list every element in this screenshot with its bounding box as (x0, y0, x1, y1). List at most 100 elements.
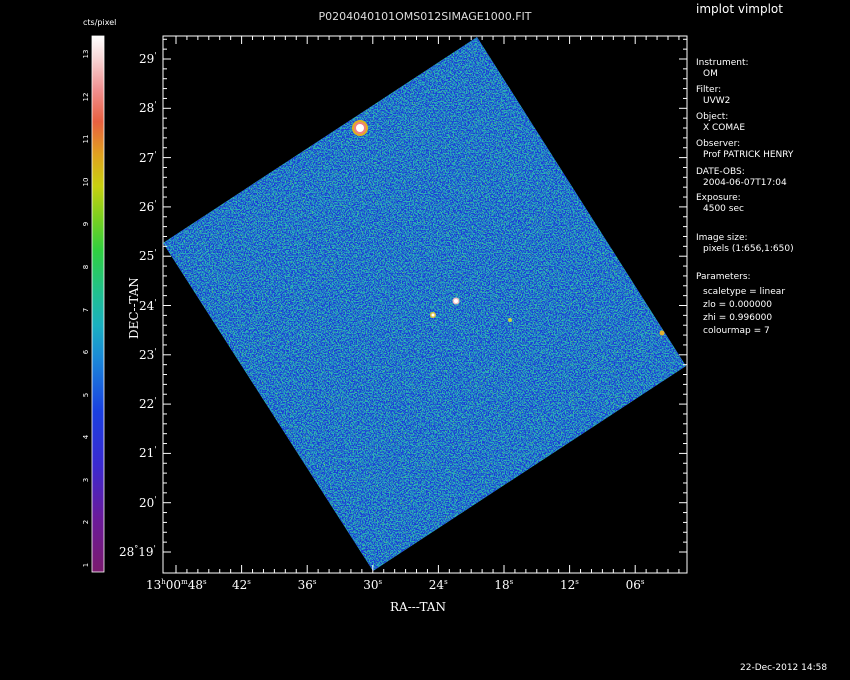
dec-tick-label: 21' (139, 445, 156, 460)
colorbar-tick-label: 1 (82, 562, 90, 568)
ra-s: 18 (494, 578, 510, 592)
dec-tick-label: 28' (139, 100, 156, 115)
colorbar-tick-label: 5 (82, 392, 90, 397)
colourmap-value: colourmap = 7 (703, 326, 770, 336)
ra-s: 30 (363, 578, 379, 592)
colorbar (92, 36, 104, 572)
ra-s: 42 (232, 578, 248, 592)
dec-min-sym: ' (154, 51, 157, 60)
app-title: implot vimplot (696, 2, 783, 16)
ra-m: 00 (165, 578, 182, 592)
dec-tick-label: 25' (139, 248, 156, 263)
dec-min: 23 (139, 347, 155, 362)
ra-tick-label: 30s (363, 578, 382, 592)
image-size-value: pixels (1:656,1:650) (703, 244, 794, 254)
dec-deg-sym: ° (134, 544, 139, 553)
dec-min-sym: ' (154, 149, 157, 159)
dec-tick-label: 20' (139, 495, 156, 510)
ra-tick-label: 12s (560, 578, 579, 592)
ra-s-sym: s (444, 578, 448, 586)
ra-s: 48 (187, 578, 203, 592)
colorbar-unit-label: cts/pixel (83, 18, 117, 27)
dec-min: 21 (139, 446, 155, 461)
ra-tick-label: 42s (232, 578, 251, 592)
timestamp: 22-Dec-2012 14:58 (740, 663, 828, 673)
ra-tick-label: 18s (494, 578, 513, 592)
dec-tick-label: 27' (139, 150, 156, 165)
exposure-value: 4500 sec (703, 204, 744, 214)
ra-s-sym: s (203, 578, 207, 586)
colorbar-tick-label: 8 (82, 264, 90, 270)
dec-min-sym: ' (154, 396, 157, 406)
dec-min-sym: ' (153, 544, 156, 553)
dec-min-sym: ' (154, 100, 157, 110)
ra-s-sym: s (509, 578, 514, 586)
filter-value: UVW2 (703, 96, 731, 106)
plot-frame (162, 35, 688, 574)
colorbar-tick-label: 11 (82, 134, 90, 144)
axis-ticks (163, 36, 687, 573)
dec-tick-label: 28°19' (119, 544, 156, 559)
dec-min: 25 (139, 249, 155, 264)
image-size-label: Image size: (696, 233, 748, 243)
image-tile (163, 37, 686, 571)
colorbar-tick-label: 4 (82, 435, 90, 440)
object-value: X COMAE (703, 123, 746, 133)
colorbar-tick-label: 6 (82, 349, 90, 355)
dec-tick-label: 23' (139, 347, 156, 362)
observer-label: Observer: (696, 139, 741, 149)
zlo-value: zlo = 0.000000 (703, 300, 772, 310)
instrument-value: OM (703, 69, 718, 79)
ra-h-sym: h (161, 578, 166, 586)
ra-tick-label: 13h00m48s (146, 578, 207, 592)
colorbar-tick-label: 12 (82, 92, 90, 102)
dec-tick-label: 22' (139, 396, 156, 411)
ra-s-sym: s (575, 578, 579, 586)
ra-s-sym: s (378, 578, 383, 586)
dec-min: 27 (139, 150, 155, 165)
ra-s: 06 (625, 578, 641, 592)
dec-min: 28 (139, 101, 155, 116)
dec-tick-label: 26' (139, 199, 156, 214)
colorbar-tick-label: 7 (82, 307, 90, 312)
ra-s-sym: s (640, 578, 645, 586)
ra-tick-label: 24s (429, 578, 448, 592)
date-value: 2004-06-07T17:04 (703, 178, 787, 188)
ra-h: 13 (146, 578, 162, 592)
parameters-label: Parameters: (696, 272, 751, 282)
dec-min: 24 (139, 298, 155, 313)
instrument-label: Instrument: (696, 58, 749, 68)
dec-min: 22 (139, 397, 155, 412)
exposure-label: Exposure: (696, 193, 741, 203)
dec-min-sym: ' (154, 494, 157, 504)
dec-min-sym: ' (154, 297, 157, 307)
dec-min: 29 (139, 52, 155, 66)
filter-label: Filter: (696, 85, 722, 95)
dec-min: 26 (139, 199, 155, 214)
ra-s-sym: s (312, 578, 317, 586)
image-title: P0204040101OMS012SIMAGE1000.FIT (0, 10, 850, 23)
ra-s-sym: s (247, 578, 251, 586)
dec-min-sym: ' (154, 198, 157, 208)
dec-min-sym: ' (154, 346, 157, 356)
colorbar-tick-label: 13 (82, 49, 90, 59)
point-sources (352, 120, 665, 336)
date-label: DATE-OBS: (696, 167, 745, 177)
ra-s: 36 (297, 578, 313, 592)
observer-value: Prof PATRICK HENRY (703, 150, 794, 160)
colorbar-tick-label: 9 (82, 222, 90, 227)
colorbar-frame (91, 35, 105, 573)
dec-min-sym: ' (154, 445, 157, 455)
scaletype-value: scaletype = linear (703, 287, 786, 297)
dec-min: 19 (138, 545, 154, 559)
dec-tick-label: 29' (139, 51, 156, 66)
dec-min: 20 (139, 495, 155, 510)
dec-min-sym: ' (154, 248, 157, 258)
dec-tick-label: 24' (139, 298, 156, 313)
dec-deg: 28 (119, 545, 135, 559)
x-axis-label: RA---TAN (390, 600, 446, 614)
colorbar-tick-label: 2 (82, 520, 90, 525)
object-label: Object: (696, 112, 729, 122)
